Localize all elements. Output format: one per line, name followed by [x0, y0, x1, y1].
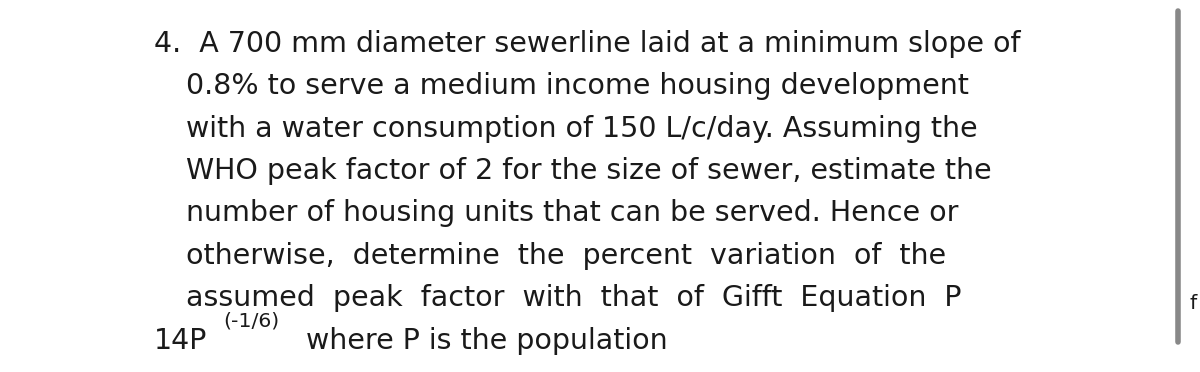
Text: otherwise,  determine  the  percent  variation  of  the: otherwise, determine the percent variati… [186, 242, 946, 270]
Text: 14P: 14P [154, 327, 206, 355]
Text: number of housing units that can be served. Hence or: number of housing units that can be serv… [186, 199, 959, 227]
Text: (-1/6): (-1/6) [223, 312, 280, 331]
Text: assumed  peak  factor  with  that  of  Gifft  Equation  P: assumed peak factor with that of Gifft E… [186, 284, 961, 312]
Text: with a water consumption of 150 L/c/day. Assuming the: with a water consumption of 150 L/c/day.… [186, 115, 978, 142]
Text: f: f [1189, 294, 1196, 312]
Text: 0.8% to serve a medium income housing development: 0.8% to serve a medium income housing de… [186, 72, 968, 100]
Text: where P is the population: where P is the population [298, 327, 668, 355]
Text: 4.  A 700 mm diameter sewerline laid at a minimum slope of: 4. A 700 mm diameter sewerline laid at a… [154, 30, 1020, 58]
Text: WHO peak factor of 2 for the size of sewer, estimate the: WHO peak factor of 2 for the size of sew… [186, 157, 991, 185]
